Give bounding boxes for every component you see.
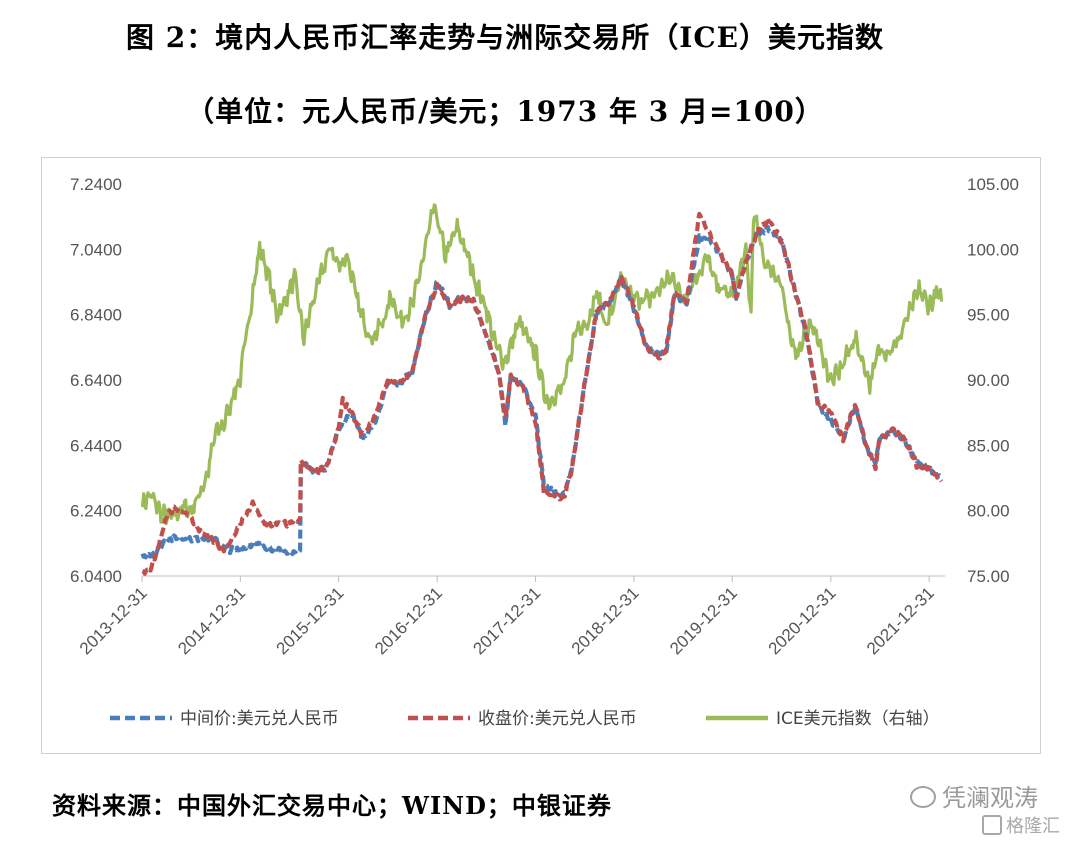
gelonghui-logo-icon (982, 815, 1002, 835)
watermark-2-text: 格隆汇 (1006, 816, 1060, 837)
x-tick-label: 2017-12-31 (469, 583, 544, 658)
y-right-tick-label: 75.00 (967, 567, 1010, 586)
y-left-tick-label: 7.2400 (70, 175, 122, 194)
legend-label-1: 收盘价:美元兑人民币 (478, 709, 637, 729)
y-right-tick-label: 100.00 (967, 240, 1019, 259)
watermark-text: 凭澜观涛 (942, 784, 1038, 812)
wechat-icon (910, 786, 936, 808)
x-tick-label: 2018-12-31 (568, 583, 643, 658)
x-tick-label: 2014-12-31 (174, 583, 249, 658)
y-right-tick-label: 95.00 (967, 306, 1010, 325)
source-note: 资料来源：中国外汇交易中心；WIND；中银证券 (52, 791, 612, 820)
watermark: 凭澜观涛 (910, 778, 1038, 813)
chart-subtitle: （单位：元人民币/美元；1973 年 3 月=100） (186, 95, 824, 128)
legend: 中间价:美元兑人民币 收盘价:美元兑人民币 ICE美元指数（右轴） (110, 709, 940, 729)
x-tick-label: 2016-12-31 (371, 583, 446, 658)
x-tick-label: 2019-12-31 (666, 583, 741, 658)
series-line-1 (141, 211, 944, 576)
chart-frame (41, 157, 1041, 754)
y-left-tick-label: 6.4400 (70, 436, 122, 455)
y-right-tick-label: 80.00 (967, 502, 1010, 521)
chart-title: 图 2：境内人民币汇率走势与洲际交易所（ICE）美元指数 (126, 21, 884, 54)
x-tick-label: 2020-12-31 (765, 583, 840, 658)
x-tick-label: 2015-12-31 (273, 583, 348, 658)
y-left-tick-label: 6.6400 (70, 371, 122, 390)
legend-label-2: ICE美元指数（右轴） (776, 709, 940, 729)
y-left-tick-label: 6.8400 (70, 306, 122, 325)
watermark-2: 格隆汇 (982, 812, 1060, 838)
y-right-tick-label: 90.00 (967, 371, 1010, 390)
y-right-tick-label: 85.00 (967, 436, 1010, 455)
axes: 2013-12-31 2014-12-31 2015-12-31 2016-12-31… (70, 175, 1019, 658)
legend-label-0: 中间价:美元兑人民币 (180, 709, 339, 729)
y-right-tick-label: 105.00 (967, 175, 1019, 194)
x-tick-label: 2021-12-31 (863, 583, 938, 658)
x-tick-label: 2013-12-31 (76, 583, 151, 658)
series-line-2 (140, 203, 944, 526)
y-left-tick-label: 6.0400 (70, 567, 122, 586)
series-lines (140, 203, 944, 576)
y-left-tick-label: 7.0400 (70, 240, 122, 259)
y-left-tick-label: 6.2400 (70, 502, 122, 521)
